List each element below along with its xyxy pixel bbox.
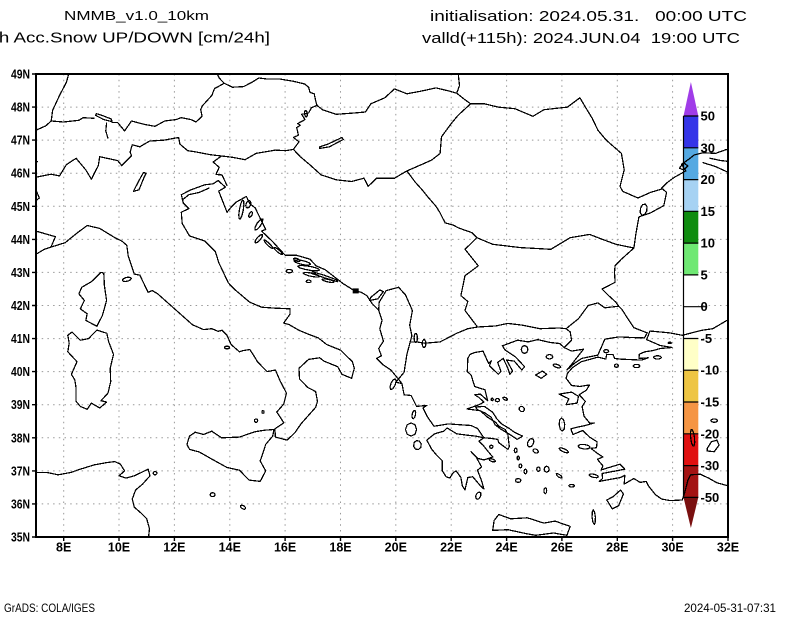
svg-text:10E: 10E (108, 541, 130, 555)
svg-text:2024-05-31-07:31: 2024-05-31-07:31 (684, 601, 776, 615)
svg-text:20E: 20E (385, 541, 407, 555)
svg-text:50: 50 (701, 109, 715, 124)
svg-text:valld(+115h): 2024.JUN.04 19:: valld(+115h): 2024.JUN.04 19:00 UTC (422, 30, 740, 47)
svg-text:32E: 32E (717, 541, 739, 555)
svg-text:-50: -50 (701, 490, 720, 505)
svg-text:46N: 46N (11, 166, 30, 181)
svg-text:48N: 48N (11, 100, 30, 115)
svg-text:initialisation: 2024.05.31.: initialisation: 2024.05.31. 00:00 UTC (430, 8, 747, 25)
svg-text:10: 10 (701, 236, 715, 251)
svg-text:-30: -30 (701, 458, 720, 473)
svg-text:-20: -20 (701, 426, 720, 441)
svg-text:45N: 45N (11, 199, 30, 214)
svg-text:-5: -5 (701, 331, 713, 346)
svg-text:30E: 30E (661, 541, 683, 555)
svg-text:18E: 18E (329, 541, 351, 555)
svg-text:-15: -15 (701, 395, 720, 410)
svg-text:8E: 8E (56, 541, 71, 555)
svg-text:43N: 43N (11, 265, 30, 280)
svg-text:14E: 14E (219, 541, 241, 555)
svg-text:36N: 36N (11, 496, 30, 511)
svg-text:37N: 37N (11, 463, 30, 478)
svg-text:12E: 12E (163, 541, 185, 555)
svg-text:47N: 47N (11, 133, 30, 148)
svg-text:28E: 28E (606, 541, 628, 555)
svg-text:0: 0 (701, 299, 708, 314)
svg-text:24h Acc.Snow UP/DOWN [cm/24h]: 24h Acc.Snow UP/DOWN [cm/24h] (0, 31, 270, 47)
svg-text:GrADS: COLA/IGES: GrADS: COLA/IGES (4, 601, 95, 615)
svg-text:40N: 40N (11, 364, 30, 379)
svg-text:30: 30 (701, 140, 715, 155)
svg-text:41N: 41N (11, 331, 30, 346)
svg-text:22E: 22E (440, 541, 462, 555)
svg-text:49N: 49N (11, 67, 30, 82)
svg-text:35N: 35N (11, 530, 30, 545)
svg-text:NMMB_v1.0_10km: NMMB_v1.0_10km (64, 8, 209, 23)
svg-text:39N: 39N (11, 397, 30, 412)
svg-text:42N: 42N (11, 298, 30, 313)
svg-text:26E: 26E (551, 541, 573, 555)
svg-text:38N: 38N (11, 430, 30, 445)
svg-text:44N: 44N (11, 232, 30, 247)
svg-text:5: 5 (701, 267, 708, 282)
svg-text:24E: 24E (495, 541, 517, 555)
svg-text:20: 20 (701, 172, 715, 187)
svg-text:16E: 16E (274, 541, 296, 555)
svg-text:-10: -10 (701, 363, 720, 378)
svg-text:15: 15 (701, 204, 715, 219)
